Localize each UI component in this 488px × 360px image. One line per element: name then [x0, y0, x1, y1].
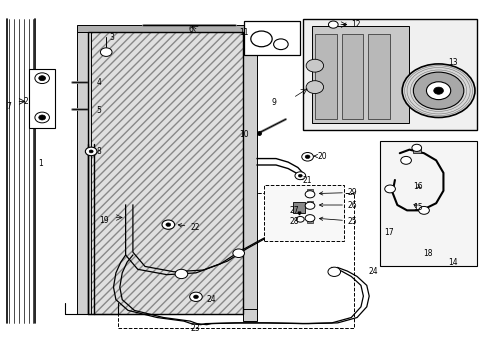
Bar	[77, 25, 257, 32]
Circle shape	[412, 72, 463, 109]
Circle shape	[175, 269, 187, 279]
Bar	[412, 148, 420, 153]
Circle shape	[89, 150, 93, 153]
Circle shape	[35, 73, 49, 84]
Text: 12: 12	[342, 20, 360, 29]
Circle shape	[305, 215, 314, 222]
Circle shape	[401, 64, 474, 117]
Bar	[380, 141, 476, 266]
Bar	[244, 21, 300, 55]
Circle shape	[296, 216, 304, 222]
Circle shape	[162, 220, 174, 229]
Bar	[118, 193, 353, 328]
Circle shape	[327, 267, 340, 276]
Circle shape	[301, 153, 313, 161]
Text: 24: 24	[367, 267, 377, 276]
Text: 24: 24	[206, 295, 216, 304]
Text: 19: 19	[99, 216, 108, 225]
Text: 1: 1	[38, 159, 43, 168]
Bar	[314, 33, 336, 119]
Text: 3: 3	[109, 33, 114, 42]
Bar	[88, 32, 242, 314]
Text: 6: 6	[188, 26, 193, 35]
Bar	[341, 33, 363, 119]
Text: 29: 29	[319, 188, 357, 197]
Text: 22: 22	[178, 222, 200, 231]
Bar	[306, 189, 313, 194]
Text: 20: 20	[313, 152, 326, 161]
Circle shape	[39, 76, 45, 81]
Text: 18: 18	[422, 249, 432, 258]
Circle shape	[250, 31, 272, 47]
Bar	[264, 185, 343, 241]
Circle shape	[400, 157, 410, 164]
Text: 15: 15	[412, 203, 422, 212]
Circle shape	[328, 21, 338, 28]
Bar	[292, 202, 305, 213]
Text: 26: 26	[319, 201, 357, 210]
Circle shape	[433, 87, 443, 94]
Text: 27: 27	[288, 206, 298, 215]
Circle shape	[384, 185, 395, 193]
Text: 14: 14	[447, 258, 457, 267]
Bar	[306, 218, 313, 223]
Text: 5: 5	[96, 106, 101, 115]
Bar	[306, 202, 313, 205]
Text: 10: 10	[239, 130, 249, 139]
Circle shape	[189, 292, 202, 301]
Circle shape	[305, 155, 309, 158]
Text: 28: 28	[288, 217, 298, 226]
Bar	[242, 32, 257, 314]
Text: 17: 17	[384, 228, 393, 237]
Bar	[302, 19, 476, 130]
Circle shape	[418, 206, 428, 214]
Text: 13: 13	[447, 58, 457, 67]
Text: 9: 9	[271, 98, 276, 107]
Circle shape	[294, 172, 305, 180]
Circle shape	[193, 295, 198, 298]
Circle shape	[305, 59, 323, 72]
Text: 16: 16	[412, 182, 422, 191]
Text: 4: 4	[96, 78, 101, 87]
Circle shape	[39, 115, 45, 120]
Circle shape	[298, 174, 302, 177]
Bar	[242, 309, 257, 321]
Text: 2: 2	[24, 97, 28, 106]
Circle shape	[426, 82, 450, 100]
Text: 8: 8	[96, 147, 101, 156]
Circle shape	[100, 48, 112, 57]
Text: 23: 23	[190, 324, 200, 333]
Text: 25: 25	[319, 217, 357, 226]
Circle shape	[165, 223, 170, 226]
Circle shape	[273, 39, 287, 50]
Circle shape	[305, 81, 323, 94]
Text: 11: 11	[239, 28, 249, 37]
Circle shape	[305, 202, 314, 209]
Bar	[77, 32, 90, 314]
Circle shape	[411, 144, 421, 152]
Circle shape	[232, 249, 244, 257]
Circle shape	[85, 147, 97, 156]
Circle shape	[305, 191, 314, 198]
Bar	[28, 69, 55, 128]
Text: 21: 21	[302, 176, 312, 185]
Bar	[367, 33, 389, 119]
Bar	[88, 32, 242, 314]
Circle shape	[35, 112, 49, 123]
Text: 7: 7	[7, 102, 12, 111]
Bar	[312, 26, 408, 123]
